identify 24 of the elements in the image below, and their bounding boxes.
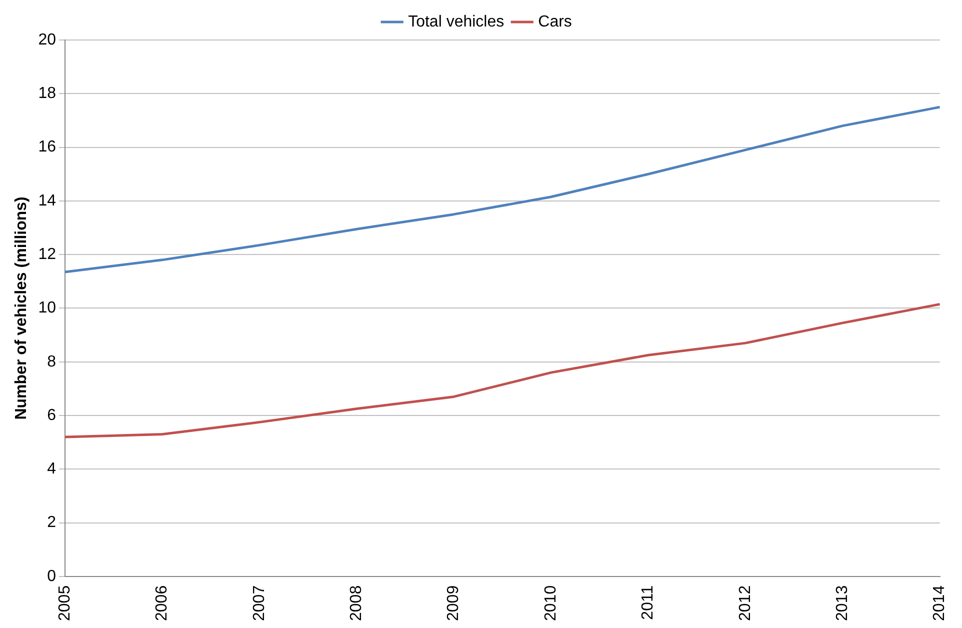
x-tick-label: 2012 bbox=[736, 585, 754, 621]
y-tick-label: 10 bbox=[38, 300, 56, 317]
legend-label: Cars bbox=[538, 13, 572, 30]
y-tick-label: 6 bbox=[47, 406, 56, 424]
x-tick-label: 2013 bbox=[834, 585, 852, 621]
x-tick-label: 2009 bbox=[445, 585, 462, 621]
y-tick-label: 4 bbox=[47, 460, 56, 478]
y-tick-label: 2 bbox=[47, 514, 56, 532]
x-tick-label: 2011 bbox=[640, 585, 657, 620]
y-tick-label: 16 bbox=[38, 138, 56, 156]
y-tick-label: 18 bbox=[38, 85, 56, 102]
x-tick-label: 2014 bbox=[931, 585, 948, 621]
x-tick-label: 2006 bbox=[154, 585, 171, 621]
x-tick-label: 2008 bbox=[348, 585, 366, 621]
y-tick-label: 8 bbox=[47, 353, 56, 370]
x-tick-label: 2010 bbox=[542, 585, 560, 621]
y-tick-label: 12 bbox=[38, 246, 56, 263]
y-tick-label: 0 bbox=[47, 568, 56, 585]
y-tick-label: 20 bbox=[38, 31, 56, 48]
legend-label: Total vehicles bbox=[408, 13, 504, 30]
x-tick-label: 2007 bbox=[250, 585, 268, 621]
y-tick-label: 14 bbox=[38, 192, 56, 210]
y-axis-title: Number of vehicles (millions) bbox=[13, 196, 30, 420]
x-tick-label: 2005 bbox=[56, 585, 74, 621]
